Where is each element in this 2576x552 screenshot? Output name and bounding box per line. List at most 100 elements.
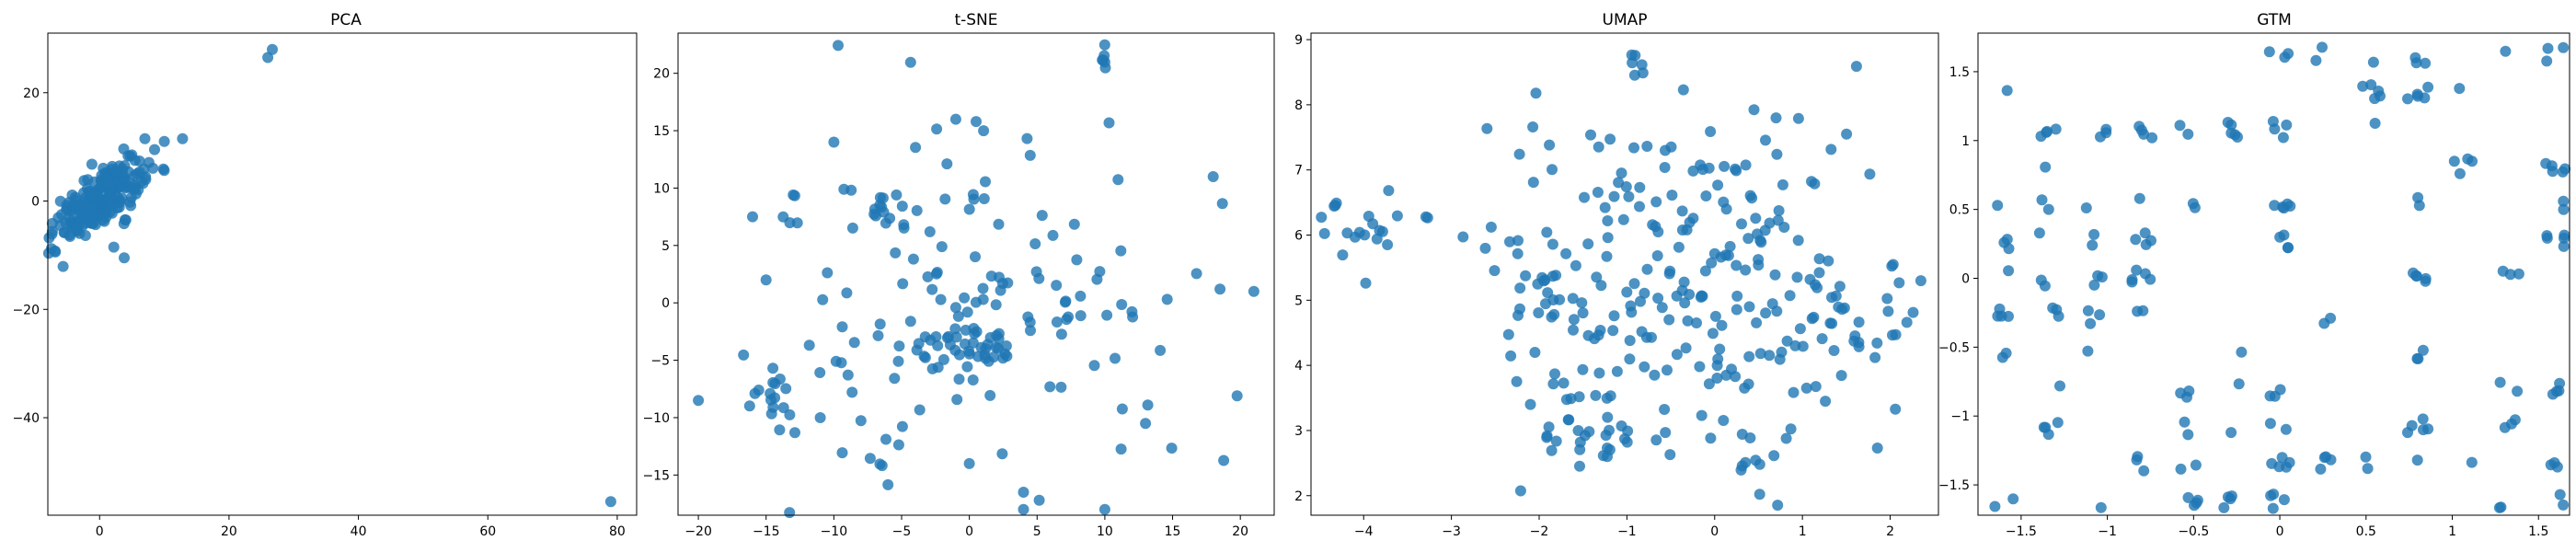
tsne-data-point (1075, 290, 1087, 302)
gtm-data-point (2088, 228, 2100, 240)
pca-data-point (49, 245, 61, 257)
pca-x-tick-label: 60 (479, 524, 496, 539)
umap-data-point (1530, 87, 1542, 99)
gtm-data-point (2558, 195, 2570, 207)
gtm-data-point (2281, 461, 2293, 473)
umap-data-point (1881, 293, 1893, 305)
gtm-data-point (2236, 346, 2248, 358)
umap-data-point (1562, 414, 1574, 426)
pca-data-point (57, 260, 69, 272)
umap-data-point (1337, 249, 1349, 261)
umap-data-point (1570, 259, 1581, 271)
umap-data-point (1806, 176, 1817, 188)
umap-data-point (1573, 391, 1585, 403)
tsne-data-point (1207, 171, 1219, 182)
umap-data-point (1699, 265, 1711, 277)
pca-x-tick-label: 80 (609, 524, 626, 539)
pca-data-point (149, 144, 160, 155)
gtm-data-point (2320, 451, 2332, 463)
gtm-data-point (2277, 132, 2289, 144)
gtm-data-point (2050, 123, 2062, 135)
gtm-data-point (2082, 305, 2094, 316)
gtm-data-point (2133, 192, 2145, 204)
tsne-data-point (963, 348, 975, 360)
tsne-data-point (959, 292, 971, 304)
umap-data-point (1696, 291, 1708, 302)
umap-y-tick-label: 2 (1294, 489, 1303, 504)
tsne-data-point (874, 318, 886, 330)
umap-data-point (1664, 449, 1676, 461)
tsne-data-point (693, 395, 705, 407)
tsne-x-tick-label: 0 (965, 524, 973, 539)
gtm-data-point (1994, 303, 2006, 315)
gtm-y-tick-label: 1 (1961, 134, 1970, 149)
gtm-data-point (2559, 229, 2570, 241)
tsne-y-tick-label: 20 (653, 67, 670, 82)
gtm-data-point (2001, 234, 2013, 246)
pca-data-point (177, 132, 189, 144)
gtm-data-point (2132, 451, 2144, 463)
umap-data-point (1772, 500, 1784, 512)
pca-panel: PCA 0 20 40 60 80 −40 −20 0 20 (12, 11, 638, 539)
umap-data-point (1621, 286, 1633, 298)
gtm-data-point (2087, 239, 2099, 251)
gtm-y-tick-label: 0.5 (1949, 203, 1970, 218)
gtm-data-point (2190, 459, 2202, 471)
umap-data-point (1705, 126, 1717, 137)
gtm-data-point (2269, 200, 2281, 212)
tsne-data-point (765, 408, 777, 420)
umap-data-point (1825, 144, 1837, 155)
gtm-x-tick-label: 1 (2448, 524, 2456, 539)
umap-y-tick-label: 5 (1294, 293, 1303, 308)
tsne-data-point (767, 362, 779, 374)
tsne-data-point (872, 329, 884, 341)
umap-data-point (1371, 233, 1383, 245)
gtm-data-point (2225, 119, 2237, 131)
umap-data-point (1513, 148, 1525, 160)
tsne-data-point (953, 374, 965, 385)
tsne-data-point (1022, 311, 1034, 323)
gtm-data-point (2182, 429, 2194, 441)
gtm-data-point (2179, 416, 2191, 428)
tsne-data-point (961, 361, 973, 373)
umap-data-point (1636, 59, 1648, 71)
gtm-data-point (2042, 203, 2054, 215)
umap-data-point (1650, 434, 1662, 446)
gtm-data-point (2146, 132, 2158, 144)
tsne-data-point (924, 225, 936, 237)
tsne-data-point (984, 389, 996, 401)
umap-data-point (1628, 278, 1640, 290)
umap-data-point (1705, 432, 1717, 444)
pca-data-point (124, 150, 136, 162)
pca-data-point (82, 182, 93, 194)
tsne-y-tick-label: 0 (661, 296, 670, 311)
umap-data-point (1360, 277, 1372, 289)
umap-data-point (1720, 203, 1732, 215)
tsne-data-point (959, 338, 971, 350)
umap-data-point (1804, 273, 1816, 285)
gtm-data-point (2466, 456, 2478, 468)
umap-data-point (1652, 293, 1664, 305)
umap-data-point (1750, 454, 1762, 466)
tsne-data-point (1116, 299, 1128, 310)
pca-data-point (85, 201, 97, 213)
umap-data-point (1623, 190, 1635, 202)
gtm-data-point (2541, 230, 2553, 242)
umap-data-point (1754, 489, 1765, 500)
tsne-data-point (944, 339, 956, 351)
umap-data-point (1621, 436, 1633, 448)
pca-data-point (43, 232, 55, 244)
gtm-data-point (2420, 275, 2432, 287)
gtm-data-point (2036, 194, 2048, 206)
umap-data-point (1660, 427, 1672, 439)
umap-data-point (1604, 390, 1616, 402)
tsne-data-point (828, 136, 840, 148)
gtm-data-point (2181, 391, 2192, 403)
gtm-data-point (2558, 41, 2570, 53)
tsne-data-point (864, 453, 876, 465)
tsne-data-point (977, 282, 989, 294)
umap-data-point (1792, 235, 1804, 247)
umap-data-point (1677, 84, 1689, 96)
pca-data-point (63, 229, 75, 241)
